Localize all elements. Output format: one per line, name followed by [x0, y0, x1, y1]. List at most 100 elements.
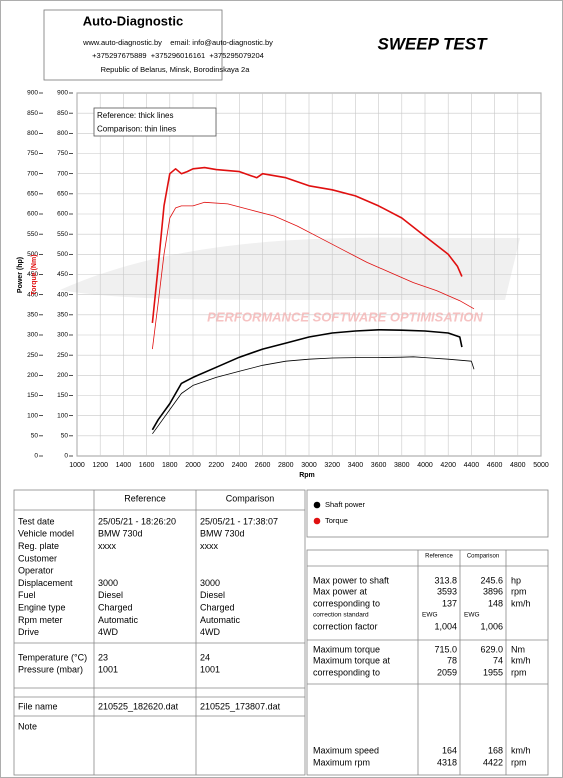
header-line: www.auto-diagnostic.by email: info@auto-…	[82, 38, 273, 47]
row-label: Vehicle model	[18, 529, 74, 539]
header-line: +375297675889 +375296016161 +37529507920…	[92, 51, 264, 60]
row-label: Operator	[18, 566, 54, 576]
y2-tick-label: 750	[57, 150, 68, 157]
comparison-value: 148	[488, 598, 503, 608]
result-label: Maximum torque at	[313, 655, 391, 665]
row-label: Fuel	[18, 590, 36, 600]
unit: rpm	[511, 757, 527, 767]
unit: km/h	[511, 745, 531, 755]
result-label: Maximum torque	[313, 644, 380, 654]
company-name: Auto-Diagnostic	[83, 13, 183, 28]
y2-tick-label: 900	[57, 90, 68, 97]
data-line	[151, 329, 463, 431]
reference-value: 164	[442, 745, 457, 755]
reference-value: 1,004	[434, 621, 457, 631]
x-tick-label: 2600	[255, 462, 271, 469]
row-label: Temperature (°C)	[18, 652, 87, 662]
x-tick-label: 4800	[510, 462, 526, 469]
watermark-text: PERFORMANCE SOFTWARE OPTIMISATION	[207, 309, 483, 324]
y-tick-label: 450	[27, 271, 38, 278]
unit: Nm	[511, 644, 525, 654]
column-header: Comparison	[467, 554, 499, 560]
y2-tick-label: 800	[57, 130, 68, 137]
unit: hp	[511, 575, 521, 585]
comparison-value: 3896	[483, 586, 503, 596]
comparison-value: 1955	[483, 667, 503, 677]
report-title: SWEEP TEST	[378, 34, 489, 53]
legend-swatch	[313, 501, 321, 509]
header-line: Republic of Belarus, Minsk, Borodinskaya…	[101, 65, 251, 74]
row-label: Test date	[18, 516, 55, 526]
x-tick-label: 1400	[116, 462, 132, 469]
x-tick-label: 4400	[464, 462, 480, 469]
legend-box	[306, 489, 549, 538]
unit: rpm	[511, 586, 527, 596]
comparison-value: 210525_173807.dat	[200, 701, 281, 711]
y2-tick-label: 600	[57, 211, 68, 218]
x-tick-label: 3400	[348, 462, 364, 469]
row-label: Drive	[18, 627, 39, 637]
y-tick-label: 750	[27, 150, 38, 157]
y-tick-label: 100	[27, 412, 38, 419]
reference-value: 4WD	[98, 627, 119, 637]
unit: rpm	[511, 667, 527, 677]
y-tick-label: 700	[27, 170, 38, 177]
x-tick-label: 4000	[417, 462, 433, 469]
y2-tick-label: 150	[57, 392, 68, 399]
column-header: Comparison	[226, 493, 275, 503]
x-tick-label: 3800	[394, 462, 410, 469]
comparison-value: BMW 730d	[200, 529, 245, 539]
x-tick-label: 2200	[208, 462, 224, 469]
comparison-value: 24	[200, 652, 210, 662]
reference-value: BMW 730d	[98, 529, 143, 539]
y-tick-label: 300	[27, 332, 38, 339]
y-tick-label: 150	[27, 392, 38, 399]
x-tick-label: 1000	[69, 462, 85, 469]
y-tick-label: 800	[27, 130, 38, 137]
reference-value: 78	[447, 655, 457, 665]
reference-value: EWG	[422, 612, 438, 619]
reference-value: xxxx	[98, 541, 117, 551]
y2-tick-label: 350	[57, 312, 68, 319]
y2-tick-label: 200	[57, 372, 68, 379]
y2-tick-label: 100	[57, 412, 68, 419]
row-label: Customer	[18, 553, 57, 563]
reference-value: 4318	[437, 757, 457, 767]
y2-tick-label: 550	[57, 231, 68, 238]
y2-tick-label: 250	[57, 352, 68, 359]
comparison-value: 168	[488, 745, 503, 755]
row-label: Displacement	[18, 578, 73, 588]
comparison-value: EWG	[464, 612, 480, 619]
y2-tick-label: 400	[57, 291, 68, 298]
reference-value: 25/05/21 - 18:26:20	[98, 516, 176, 526]
comparison-value: xxxx	[200, 541, 219, 551]
comparison-value: 4422	[483, 757, 503, 767]
legend-label: Torque	[325, 516, 348, 525]
comparison-value: 1001	[200, 665, 220, 675]
comparison-value: 4WD	[200, 627, 221, 637]
comparison-value: 74	[493, 655, 503, 665]
y2-tick-label: 850	[57, 110, 68, 117]
data-line	[152, 201, 475, 350]
y2-axis-label: Torque (Nm)	[31, 254, 38, 295]
x-tick-label: 2000	[185, 462, 201, 469]
reference-value: Charged	[98, 602, 133, 612]
data-line	[152, 356, 475, 435]
x-tick-label: 1800	[162, 462, 178, 469]
x-tick-label: 3000	[301, 462, 317, 469]
column-header: Reference	[425, 554, 453, 560]
row-label: File name	[18, 701, 58, 711]
comparison-value: 3000	[200, 578, 220, 588]
result-label: correction factor	[313, 621, 378, 631]
result-label: corresponding to	[313, 598, 380, 608]
x-tick-label: 5000	[533, 462, 549, 469]
row-label: Pressure (mbar)	[18, 665, 83, 675]
reference-value: 2059	[437, 667, 457, 677]
comparison-value: 629.0	[480, 644, 503, 654]
y2-tick-label: 450	[57, 271, 68, 278]
x-axis-label: Rpm	[299, 472, 315, 479]
x-tick-label: 2400	[232, 462, 248, 469]
comparison-value: Diesel	[200, 590, 225, 600]
y-tick-label: 900	[27, 90, 38, 97]
